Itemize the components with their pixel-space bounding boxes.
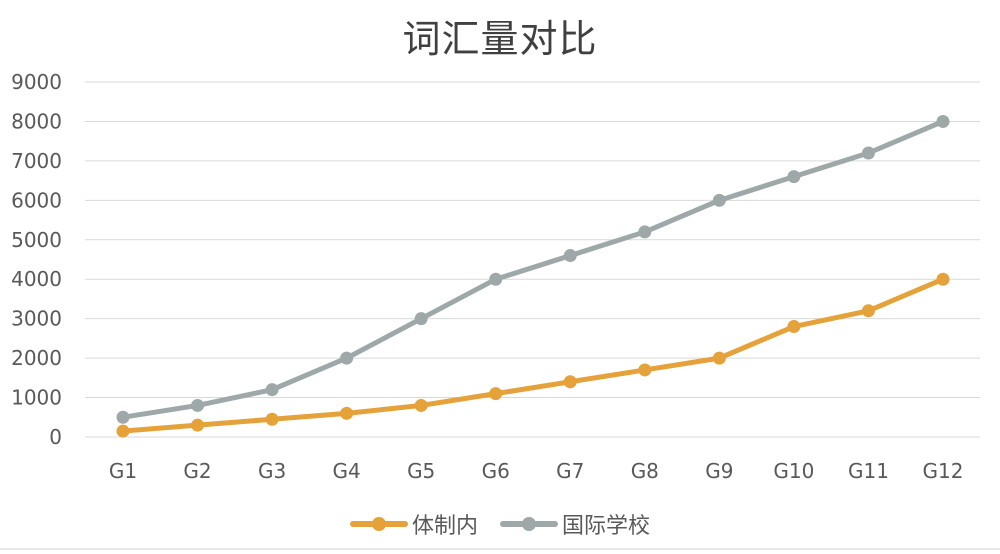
svg-text:1000: 1000 <box>11 386 62 410</box>
svg-text:G1: G1 <box>109 459 137 483</box>
gridlines <box>85 81 980 438</box>
svg-text:8000: 8000 <box>11 109 62 133</box>
svg-text:G8: G8 <box>631 459 659 483</box>
line-chart-plot: 0 1000 2000 3000 4000 5000 6000 7000 8000 9000 G1… <box>11 70 980 483</box>
svg-text:6000: 6000 <box>11 188 62 212</box>
legend-label: 国际学校 <box>562 514 651 539</box>
svg-text:G7: G7 <box>556 459 584 483</box>
svg-text:G4: G4 <box>333 459 361 483</box>
svg-text:5000: 5000 <box>11 228 62 252</box>
legend-swatch-orange-icon <box>349 517 408 531</box>
svg-text:G3: G3 <box>258 459 286 483</box>
svg-text:9000: 9000 <box>11 70 62 94</box>
legend: 体制内 国际学校 <box>0 508 1000 540</box>
y-axis-labels: 0 1000 2000 3000 4000 5000 6000 7000 8000 9000 <box>11 70 62 449</box>
svg-text:G5: G5 <box>407 459 435 483</box>
series-国际学校 <box>116 114 950 424</box>
svg-text:2000: 2000 <box>11 346 62 370</box>
svg-text:7000: 7000 <box>11 149 62 173</box>
svg-text:0: 0 <box>49 425 62 449</box>
bottom-divider <box>0 548 1000 550</box>
svg-text:G12: G12 <box>923 459 964 483</box>
svg-text:3000: 3000 <box>11 307 62 331</box>
legend-item-international[interactable]: 国际学校 <box>500 508 650 540</box>
svg-text:G10: G10 <box>773 459 814 483</box>
x-axis-labels: G1 G2 G3 G4 G5 G6 G7 G8 G9 G10 G11 G12 <box>109 459 964 483</box>
svg-text:G11: G11 <box>848 459 889 483</box>
chart-title: 词汇量对比 <box>402 17 598 61</box>
svg-text:G2: G2 <box>183 459 211 483</box>
svg-text:4000: 4000 <box>11 267 62 291</box>
series-体制内 <box>116 272 950 438</box>
legend-item-tizhinei[interactable]: 体制内 <box>349 508 478 540</box>
svg-text:G6: G6 <box>482 459 510 483</box>
legend-label: 体制内 <box>411 514 478 539</box>
data-series <box>116 114 950 438</box>
legend-swatch-gray-icon <box>500 517 558 531</box>
svg-text:G9: G9 <box>705 459 733 483</box>
